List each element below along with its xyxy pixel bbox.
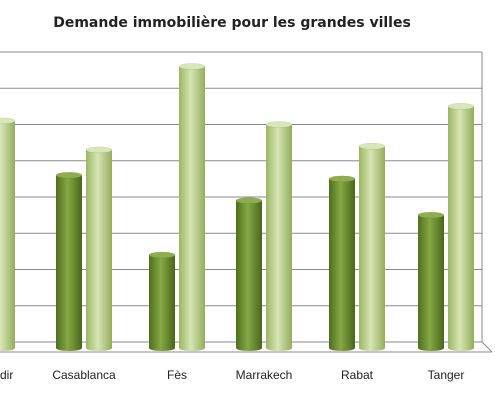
x-axis-tick-labels: dir Casablanca Fès Marrakech Rabat Tanger bbox=[0, 368, 464, 382]
bar bbox=[85, 146, 113, 351]
bar bbox=[265, 121, 293, 351]
x-tick-label: Fès bbox=[167, 368, 187, 382]
bar bbox=[148, 251, 176, 351]
bar bbox=[447, 103, 475, 351]
bar bbox=[235, 197, 263, 351]
x-tick-label: Casablanca bbox=[52, 368, 116, 382]
bar bbox=[417, 211, 445, 351]
bar bbox=[178, 63, 206, 351]
bars bbox=[0, 63, 475, 351]
bar bbox=[55, 172, 83, 351]
x-tick-label: dir bbox=[0, 368, 13, 382]
bar bbox=[358, 143, 386, 351]
bar bbox=[0, 117, 16, 351]
bar bbox=[328, 175, 356, 351]
floor-edge bbox=[481, 341, 493, 353]
chart-title: Demande immobilière pour les grandes vil… bbox=[53, 15, 411, 31]
x-tick-label: Marrakech bbox=[236, 368, 293, 382]
x-tick-label: Tanger bbox=[428, 368, 465, 382]
x-tick-label: Rabat bbox=[341, 368, 374, 382]
